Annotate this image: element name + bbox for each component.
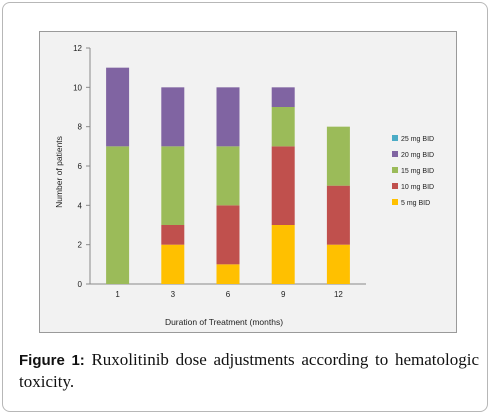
caption-label: Figure 1: [19, 352, 85, 369]
legend-swatch [392, 167, 398, 173]
bar-segment [161, 87, 185, 147]
y-tick-label: 6 [78, 162, 83, 171]
bar-segment [216, 205, 240, 265]
bar-segment [326, 185, 350, 245]
y-tick-label: 12 [73, 44, 82, 53]
y-tick-label: 10 [73, 83, 82, 92]
x-tick-label: 3 [171, 290, 176, 299]
stacked-bar-chart: 0 2 4 6 8 10 12 1 3 6 9 12 25 mg BID 20 mg BID 15 mg … [54, 44, 434, 327]
bar-segment [106, 146, 130, 284]
bar-segment [326, 244, 350, 284]
bar-segment [216, 264, 240, 284]
bar-segment [161, 244, 185, 284]
x-tick-label: 9 [281, 290, 286, 299]
bars [106, 67, 350, 284]
legend-label: 5 mg BID [401, 200, 430, 207]
x-tick-label: 12 [334, 290, 343, 299]
legend-label: 10 mg BID [401, 184, 434, 191]
bar-segment [161, 225, 185, 245]
legend-label: 25 mg BID [401, 136, 434, 143]
x-axis-label: Duration of Treatment (months) [165, 317, 283, 327]
bar-segment [271, 225, 295, 284]
y-tick-label: 0 [78, 280, 83, 289]
y-axis-label: Number of patients [54, 136, 64, 208]
bar-segment [271, 87, 295, 107]
y-tick-label: 8 [78, 123, 83, 132]
bar-segment [271, 107, 295, 147]
bar-segment [271, 146, 295, 225]
legend-swatch [392, 151, 398, 157]
bar-segment [161, 146, 185, 225]
y-tick-label: 2 [78, 241, 83, 250]
chart-panel: 0 2 4 6 8 10 12 1 3 6 9 12 25 mg BID 20 mg BID 15 mg … [39, 31, 457, 333]
bar-segment [216, 87, 240, 147]
bar-segment [326, 126, 350, 186]
x-tick-label: 1 [115, 290, 120, 299]
legend-label: 20 mg BID [401, 152, 434, 159]
axes: 0 2 4 6 8 10 12 1 3 6 9 12 [73, 44, 366, 299]
legend-swatch [392, 135, 398, 141]
bar-segment [216, 146, 240, 206]
x-tick-label: 6 [226, 290, 231, 299]
legend-label: 15 mg BID [401, 168, 434, 175]
caption-text: Ruxolitinib dose adjustments according t… [19, 350, 479, 391]
y-tick-label: 4 [78, 201, 83, 210]
legend: 25 mg BID 20 mg BID 15 mg BID 10 mg BID 5 mg… [392, 135, 434, 207]
bar-segment [106, 67, 130, 147]
legend-swatch [392, 183, 398, 189]
legend-swatch [392, 199, 398, 205]
figure-caption: Figure 1: Ruxolitinib dose adjustments a… [19, 349, 479, 392]
